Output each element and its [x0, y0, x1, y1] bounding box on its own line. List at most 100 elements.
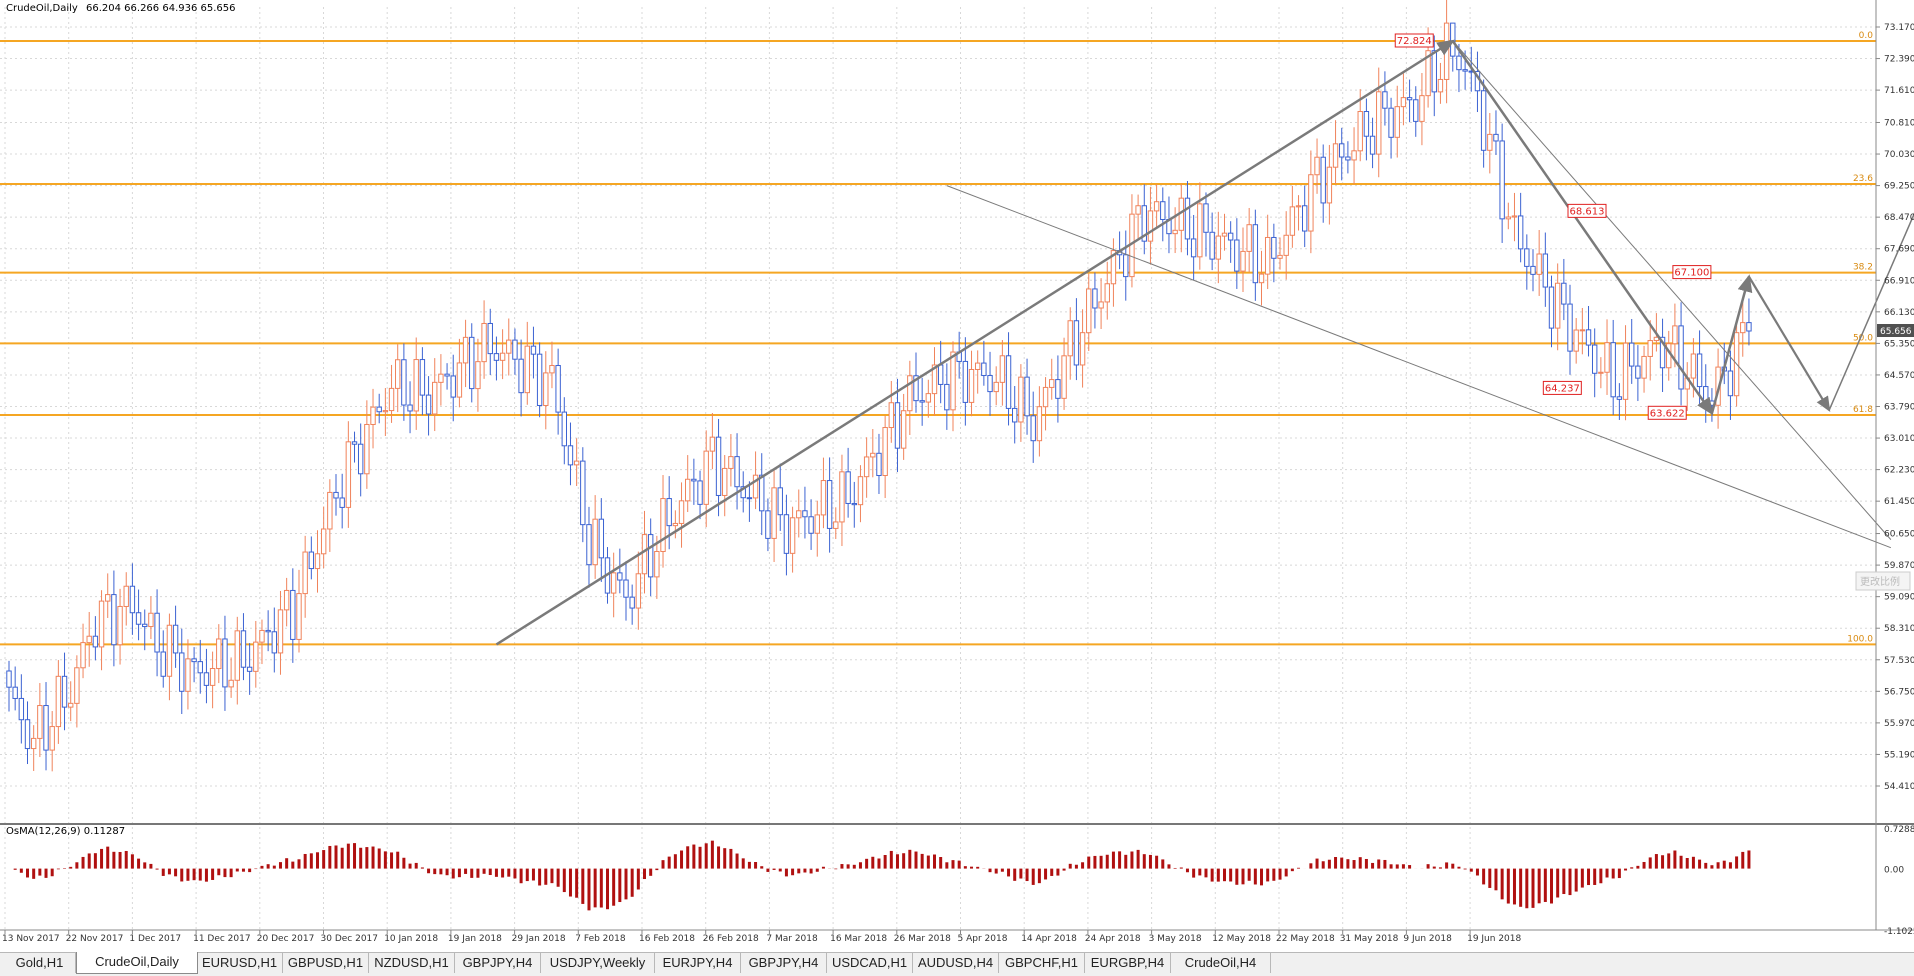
- date-tick-label: 19 Jun 2018: [1467, 934, 1521, 944]
- current-price-box: [1877, 324, 1914, 338]
- tab-gbpjpy-h4[interactable]: GBPJPY,H4: [455, 953, 541, 973]
- candle-body: [1153, 201, 1160, 212]
- candle-body: [826, 480, 833, 529]
- candle-body: [715, 436, 722, 496]
- candle-body: [808, 516, 814, 534]
- price-tick-label: 67.690: [1884, 245, 1914, 255]
- candle-body: [407, 404, 413, 412]
- chart-canvas[interactable]: 0.0 23.6 38.2 50.0 61.8 100.0 72.824 68.613 67.…: [0, 0, 1914, 952]
- candle-body: [320, 528, 327, 555]
- price-label-box: [1542, 380, 1582, 395]
- candle-body: [1388, 107, 1394, 138]
- candle-body: [1419, 95, 1425, 122]
- candle-body: [888, 402, 895, 429]
- tab-nzdusd-h1[interactable]: NZDUSD,H1: [369, 953, 455, 973]
- candle-body: [1042, 386, 1049, 408]
- candle-body: [222, 638, 228, 688]
- candle-body: [308, 551, 315, 570]
- tab-eurusd-h1[interactable]: EURUSD,H1: [197, 953, 283, 973]
- tab-eurjpy-h4[interactable]: EURJPY,H4: [655, 953, 741, 973]
- candle-body: [802, 510, 808, 518]
- price-label-box: [1647, 405, 1687, 420]
- date-tick-label: 5 Apr 2018: [958, 934, 1008, 944]
- candle-body: [499, 352, 506, 361]
- candle-body: [1227, 232, 1234, 241]
- candle-body: [598, 518, 605, 559]
- osma-histogram: [0, 823, 1914, 911]
- candle-body: [1554, 282, 1561, 329]
- candle-body: [944, 383, 950, 411]
- candle-body: [123, 585, 129, 607]
- tab-gbpjpy-h4[interactable]: GBPJPY,H4: [741, 953, 827, 973]
- candle-body: [197, 661, 203, 674]
- candle-body: [950, 351, 956, 411]
- tab-usdjpy-weekly[interactable]: USDJPY,Weekly: [541, 953, 655, 973]
- candle-body: [882, 427, 888, 477]
- price-tick-label: 64.570: [1884, 371, 1914, 381]
- candle-body: [327, 491, 333, 530]
- candle-body: [1209, 231, 1215, 260]
- chart-tabs: Gold,H1 CrudeOil,Daily EURUSD,H1 GBPUSD,H1 N…: [0, 952, 1914, 976]
- candle-body: [370, 406, 376, 425]
- date-tick-label: 9 Jun 2018: [1403, 934, 1452, 944]
- candle-body: [783, 514, 790, 554]
- candle-body: [654, 550, 660, 578]
- date-tick-label: 22 May 2018: [1276, 934, 1335, 944]
- date-tick-label: 16 Feb 2018: [639, 934, 695, 944]
- candle-body: [685, 478, 691, 502]
- tab-crudeoil-h4[interactable]: CrudeOil,H4: [1171, 953, 1271, 973]
- tab-eurgbp-h4[interactable]: EURGBP,H4: [1085, 953, 1171, 973]
- candle-body: [290, 589, 296, 640]
- candle-body: [80, 642, 86, 669]
- tab-crudeoil-daily[interactable]: CrudeOil,Daily: [76, 952, 198, 974]
- candle-body: [6, 670, 12, 688]
- candle-body: [1672, 325, 1678, 345]
- candle-body: [845, 471, 851, 504]
- candle-body: [395, 359, 401, 389]
- date-tick-label: 11 Dec 2017: [193, 934, 251, 944]
- candle-body: [1104, 283, 1110, 303]
- tab-gbpusd-h1[interactable]: GBPUSD,H1: [283, 953, 369, 973]
- price-label-box: [1672, 265, 1712, 280]
- tab-audusd-h4[interactable]: AUDUSD,H4: [913, 953, 999, 973]
- candle-body: [493, 353, 500, 361]
- candle-body: [135, 612, 142, 625]
- price-tick-label: 59.870: [1884, 561, 1914, 571]
- candle-body: [469, 336, 475, 390]
- fib-label: 100.0: [1847, 634, 1873, 644]
- price-tick-label: 57.530: [1884, 656, 1914, 666]
- candle-body: [1055, 379, 1061, 399]
- candle-body: [234, 630, 240, 681]
- candle-body: [567, 445, 574, 466]
- candle-body: [697, 480, 703, 505]
- tab-usdcad-h1[interactable]: USDCAD,H1: [827, 953, 913, 973]
- price-tick-label: 62.230: [1884, 466, 1914, 476]
- candle-body: [1542, 253, 1549, 288]
- candle-body: [1659, 336, 1666, 369]
- candle-body: [1197, 203, 1203, 258]
- candle-body: [296, 593, 302, 640]
- candle-body: [1172, 229, 1178, 235]
- price-tick-label: 54.410: [1884, 782, 1914, 792]
- price-tick-label: 72.390: [1884, 55, 1914, 65]
- candle-body: [1314, 156, 1320, 176]
- candle-body: [24, 719, 31, 750]
- candle-body: [1462, 69, 1468, 72]
- price-tick-label: 55.970: [1884, 719, 1914, 729]
- candle-body: [586, 524, 592, 566]
- date-tick-label: 16 Mar 2018: [830, 934, 887, 944]
- candle-body: [1215, 235, 1222, 260]
- candle-body: [1604, 342, 1610, 373]
- tab-gbpchf-h1[interactable]: GBPCHF,H1: [999, 953, 1085, 973]
- candle-body: [1573, 329, 1579, 352]
- price-tick-label: 73.170: [1884, 23, 1914, 33]
- candle-body: [419, 359, 426, 396]
- candle-body: [18, 697, 25, 721]
- date-tick-label: 7 Feb 2018: [575, 934, 626, 944]
- candle-body: [1579, 329, 1586, 332]
- price-tick-label: 56.750: [1884, 687, 1914, 697]
- tab-gold-h1[interactable]: Gold,H1: [4, 953, 76, 973]
- candle-body: [246, 666, 253, 672]
- candle-body: [1456, 55, 1462, 71]
